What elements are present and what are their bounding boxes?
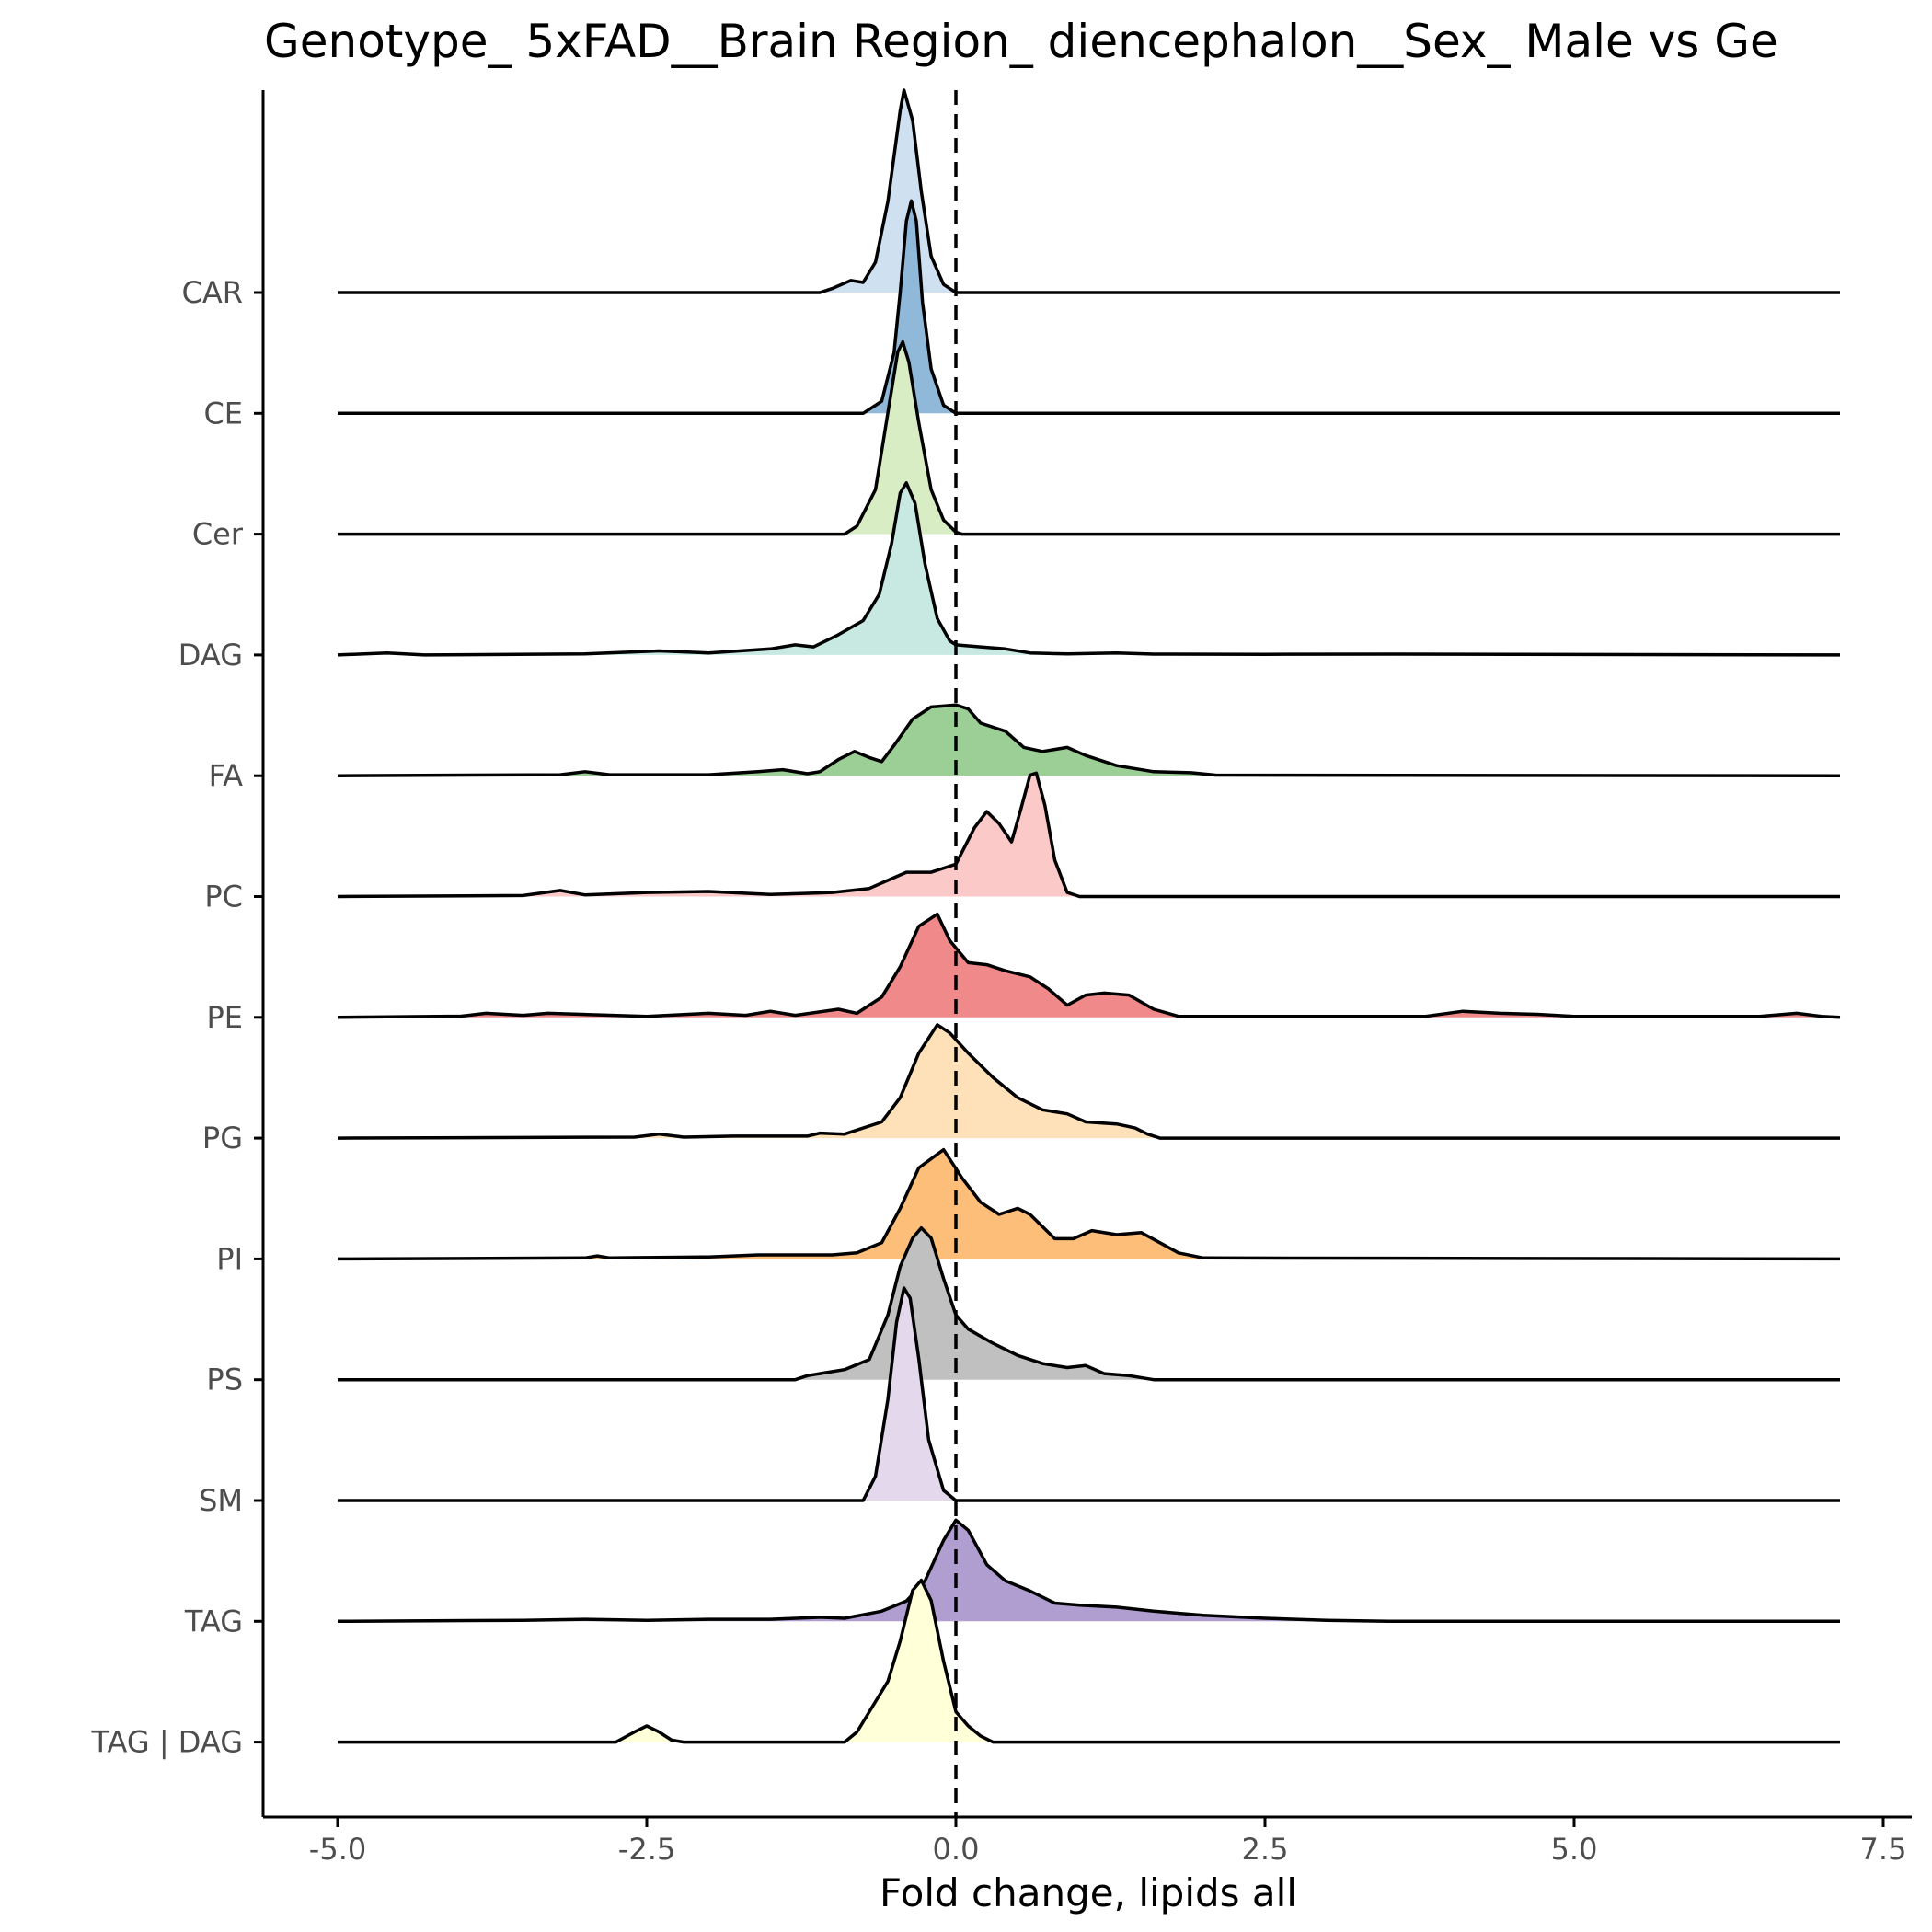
ridge-line-cer (338, 339, 1840, 536)
x-axis-title: Fold change, lipids all (880, 1870, 1297, 1915)
x-tick-label: -2.5 (618, 1832, 675, 1867)
ridge-fill-sm (338, 1288, 1840, 1501)
y-axis-ticks: CAR CE Cer DAG FA PC PE PG PI PS SM TAG TAG | DAG (90, 275, 263, 1760)
ridge-line-dag (337, 481, 1841, 657)
y-tick-label: PI (216, 1241, 243, 1276)
y-tick-label: DAG (178, 638, 243, 673)
x-tick-label: 0.0 (933, 1832, 980, 1867)
y-tick-label: CE (203, 396, 243, 431)
ridge-line-sm (338, 1286, 1840, 1502)
ridge-line-ps (338, 1225, 1840, 1382)
ridge-fill-car (338, 90, 1840, 293)
y-tick-label: TAG | DAG (90, 1725, 243, 1760)
y-tick-label: PS (206, 1363, 243, 1397)
ridge-line-pc (337, 771, 1840, 899)
ridge-fill-cer (338, 341, 1840, 535)
ridges-layer (337, 88, 1841, 1744)
ridge-line-fa (337, 703, 1841, 777)
ridge-fill-pe (338, 914, 1840, 1018)
ridge-fill-ce (338, 201, 1840, 414)
x-tick-label: 7.5 (1860, 1832, 1907, 1867)
x-tick-label: 2.5 (1242, 1832, 1289, 1867)
ridge-line-tag-dag (338, 1578, 1840, 1744)
ridge-fill-pc (338, 773, 1840, 897)
y-tick-label: PE (206, 1000, 243, 1035)
ridge-line-ce (338, 199, 1840, 416)
ridge-line-car (338, 88, 1840, 294)
ridge-line-tag (337, 1518, 1840, 1624)
x-tick-label: -5.0 (309, 1832, 366, 1867)
y-tick-label: CAR (182, 275, 243, 310)
ridge-fill-dag (338, 482, 1840, 655)
ridge-fill-pi (338, 1149, 1840, 1259)
y-tick-label: SM (199, 1483, 243, 1518)
y-tick-label: PG (202, 1121, 243, 1156)
ridge-fill-fa (338, 705, 1840, 776)
y-tick-label: TAG (184, 1604, 243, 1639)
y-tick-label: PC (204, 880, 243, 914)
chart-title: Genotype_ 5xFAD__Brain Region_ diencepha… (264, 15, 1778, 68)
x-tick-label: 5.0 (1551, 1832, 1598, 1867)
ridge-line-pe (337, 912, 1841, 1019)
x-axis-ticks: -5.0 -2.5 0.0 2.5 5.0 7.5 (309, 1817, 1907, 1867)
ridge-line-pg (337, 1023, 1840, 1140)
y-tick-label: FA (209, 758, 243, 793)
ridge-line-pi (337, 1147, 1841, 1261)
y-tick-label: Cer (192, 517, 244, 552)
